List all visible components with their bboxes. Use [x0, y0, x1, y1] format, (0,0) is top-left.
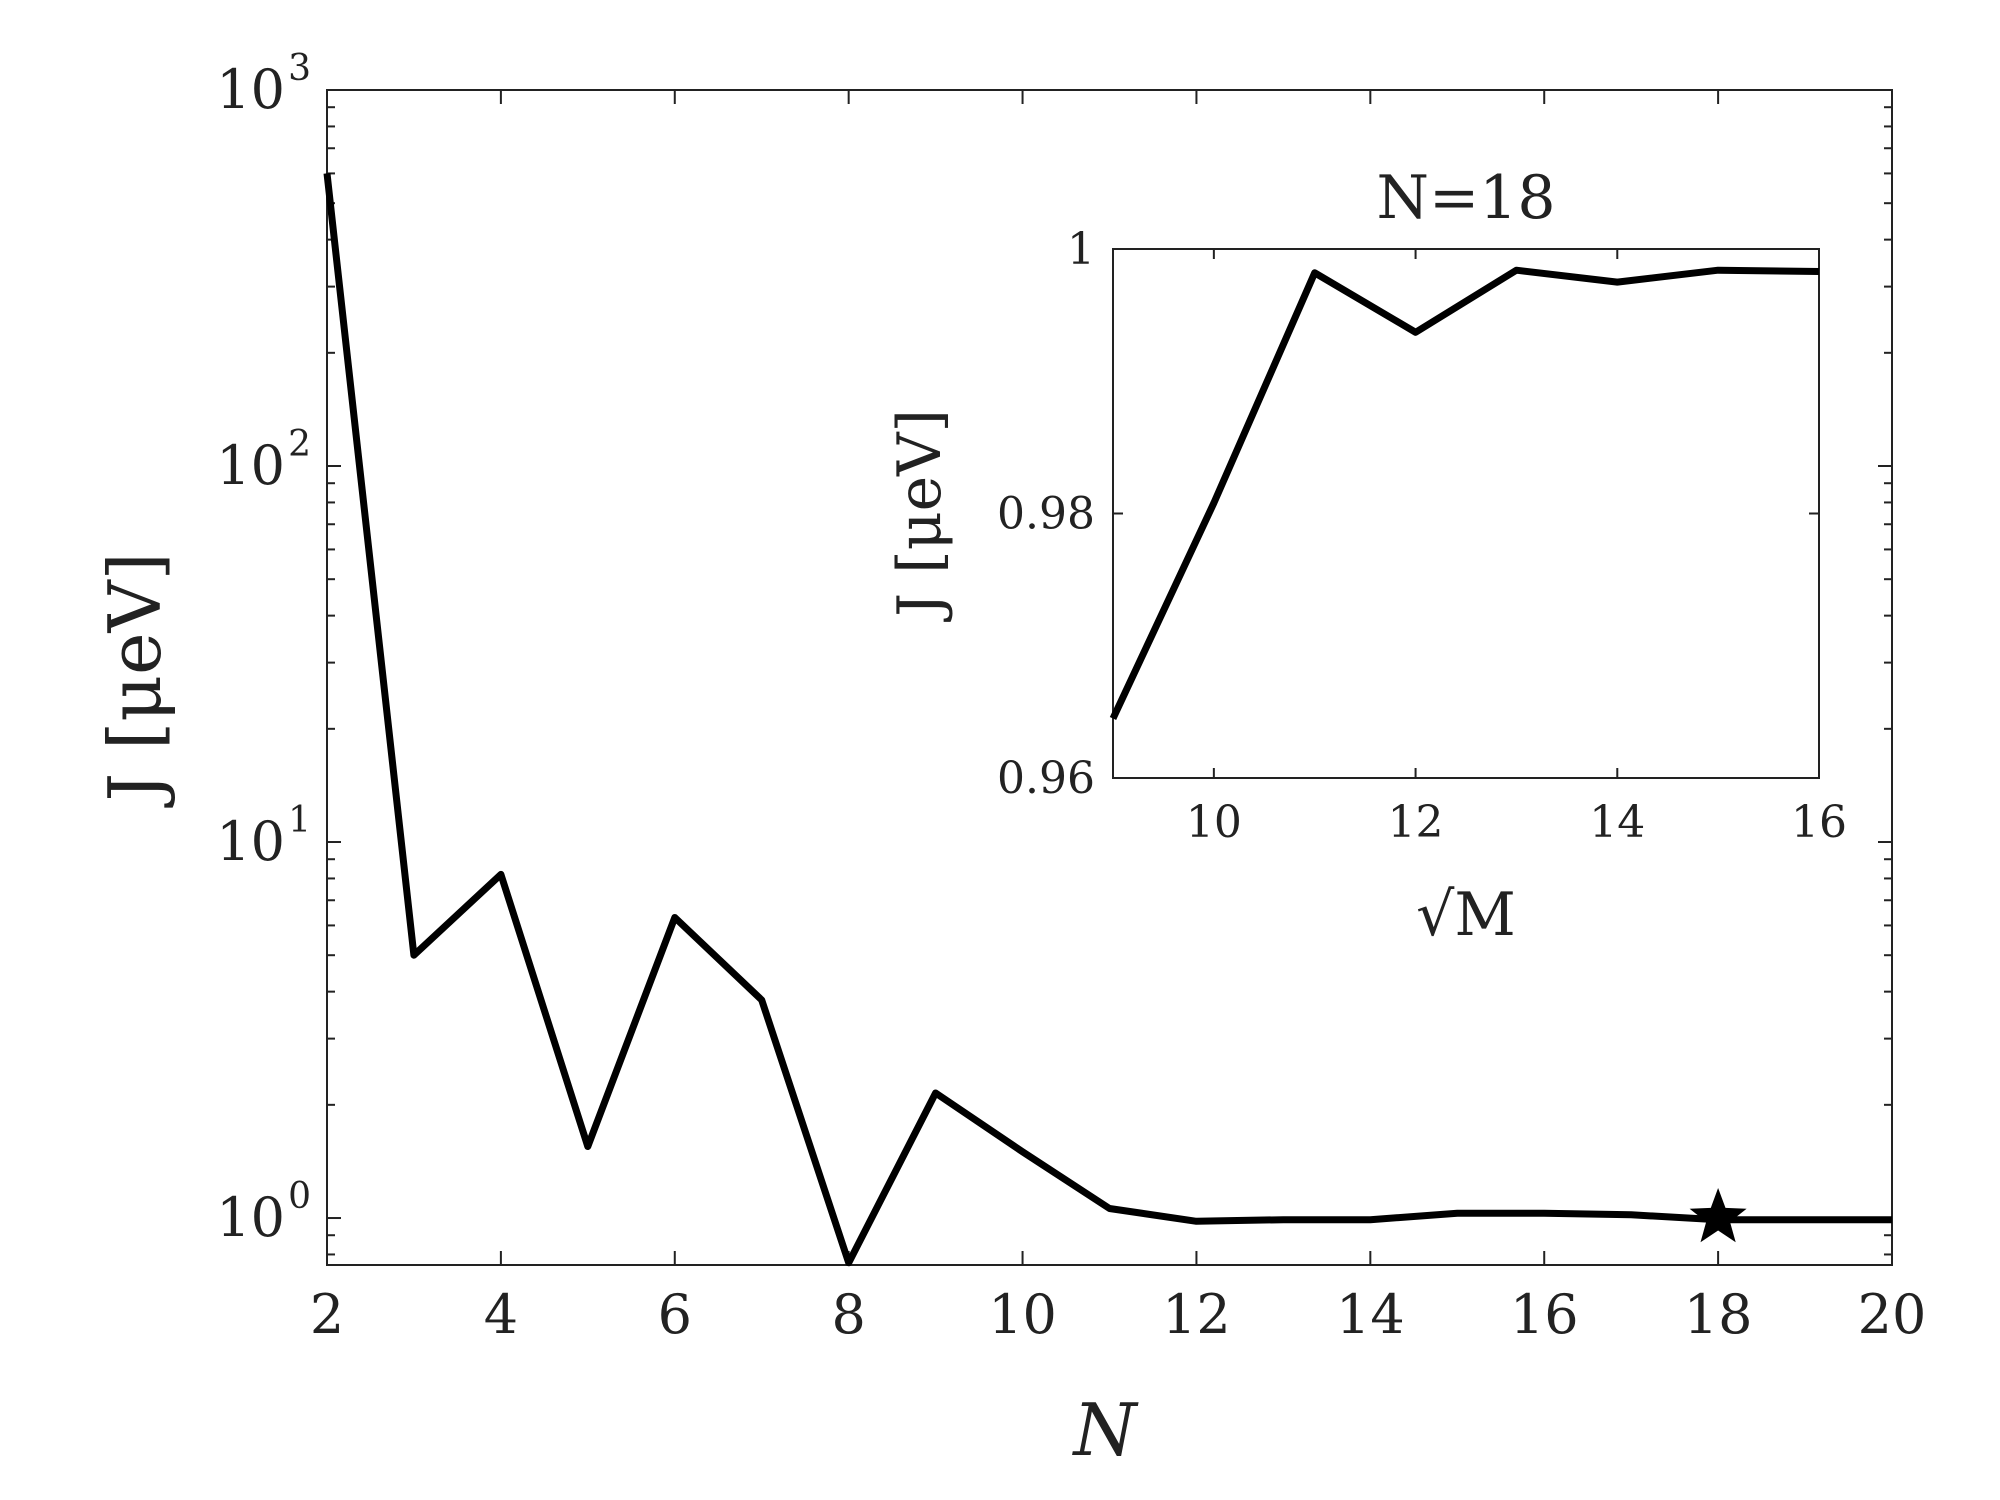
main-y-tick-label-exponent: 1 [288, 800, 311, 841]
main-x-tick-label: 4 [484, 1283, 518, 1346]
inset-plot-frame [1112, 248, 1820, 779]
inset-y-axis-label: J [μeV] [885, 409, 955, 623]
main-x-tick-label: 16 [1510, 1283, 1579, 1346]
main-x-axis-label: N [1072, 1388, 1140, 1472]
main-series-line [323, 173, 1892, 1267]
main-y-axis-label: J [μeV] [93, 552, 177, 808]
main-x-tick-label: 14 [1336, 1283, 1405, 1346]
main-y-tick-label: 10 [216, 434, 285, 497]
main-x-tick-label: 6 [658, 1283, 692, 1346]
main-x-tick-label: 8 [831, 1283, 865, 1346]
inset-title: N=18 [1376, 163, 1555, 233]
main-y-tick-label: 10 [216, 58, 285, 121]
inset-x-tick-label: 10 [1186, 797, 1242, 848]
inset-x-tick-label: 12 [1388, 797, 1444, 848]
main-y-tick-label-exponent: 2 [288, 424, 311, 465]
inset-x-tick-label: 16 [1791, 797, 1847, 848]
inset-plot: 10 12 14 16 0.96 0.98 1 N=18 √M J [μeV] [885, 163, 1847, 950]
main-x-tick-label: 10 [988, 1283, 1057, 1346]
inset-x-axis-label: √M [1416, 880, 1516, 950]
main-plot-frame [326, 89, 1893, 1266]
inset-x-tick-label: 14 [1589, 797, 1645, 848]
inset-y-tick-label: 1 [1067, 224, 1095, 275]
main-y-tick-label-exponent: 0 [288, 1176, 311, 1217]
main-x-tick-label: 2 [310, 1283, 344, 1346]
main-y-tick-label-exponent: 3 [288, 48, 311, 89]
star-marker [1689, 1188, 1747, 1243]
inset-y-tick-label: 0.98 [997, 489, 1095, 540]
main-x-tick-labels: 2 4 6 8 10 12 14 16 18 20 [310, 1283, 1927, 1346]
main-y-tick-label: 10 [216, 1186, 285, 1249]
main-x-tick-label: 18 [1684, 1283, 1753, 1346]
main-x-tick-label: 20 [1858, 1283, 1927, 1346]
inset-y-tick-label: 0.96 [997, 753, 1095, 804]
inset-axis-ticks [1113, 248, 1820, 779]
main-y-tick-label: 10 [216, 810, 285, 873]
inset-x-tick-labels: 10 12 14 16 [1186, 797, 1847, 848]
inset-y-tick-labels: 0.96 0.98 1 [997, 224, 1095, 804]
inset-series-line [1109, 266, 1820, 720]
main-x-tick-label: 12 [1162, 1283, 1231, 1346]
